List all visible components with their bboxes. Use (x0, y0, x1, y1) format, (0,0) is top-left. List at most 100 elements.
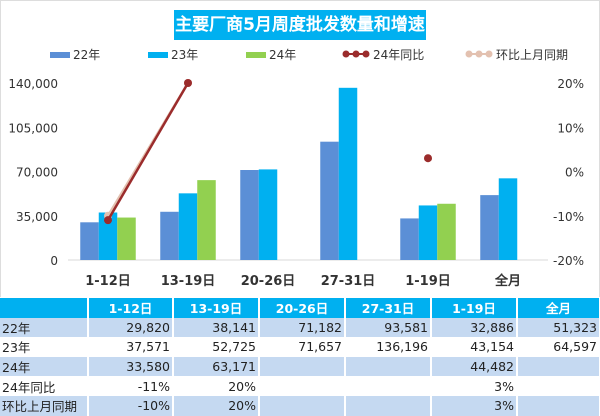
table-cell: 71,182 (259, 317, 346, 338)
column-header: 20-26日 (259, 298, 346, 318)
left-tick-label: 35,000 (16, 210, 58, 224)
legend-label: 环比上月同期 (496, 48, 569, 62)
line-24年同比 (106, 82, 190, 221)
legend-item: 24年 (246, 46, 296, 63)
bar-24年 (117, 217, 136, 260)
column-header: 27-31日 (345, 298, 432, 318)
table-cell (517, 376, 600, 396)
row-label: 22年 (0, 317, 89, 338)
column-header: 13-19日 (173, 298, 260, 318)
table-cell: 3% (431, 395, 518, 416)
table-cell (345, 376, 432, 396)
table-cell: 93,581 (345, 317, 432, 338)
column-header: 1-12日 (88, 298, 174, 318)
data-table: 1-12日 13-19日 20-26日 27-31日 1-19日 全月 22年 29,820 3… (0, 298, 600, 416)
column-header (0, 298, 89, 318)
legend-item: 22年 (50, 46, 100, 63)
table-cell: 29,820 (88, 317, 174, 338)
table-cell: 44,482 (431, 356, 518, 377)
table-cell: 52,725 (173, 337, 260, 357)
bar-23年 (338, 87, 358, 260)
table-row: 24年同比 -11% 20% 3% (0, 376, 600, 396)
legend-item: 环比上月同期 (465, 46, 568, 63)
left-tick-label: 70,000 (16, 166, 58, 180)
point-24年同比 (104, 216, 112, 225)
table-row: 23年 37,571 52,725 71,657 136,196 43,154 64,597 (0, 337, 600, 357)
table-cell: 37,571 (88, 337, 174, 357)
line-marker-icon (465, 48, 493, 62)
bar-22年 (400, 218, 419, 260)
right-tick-label: 20% (557, 77, 584, 91)
point-24年同比 (424, 154, 432, 163)
table-cell: 33,580 (88, 356, 174, 377)
bar-22年 (480, 195, 499, 260)
legend-label: 22年 (73, 48, 101, 62)
row-label: 24年同比 (0, 376, 89, 396)
table-cell: -10% (88, 395, 174, 416)
table-cell: 51,323 (517, 317, 600, 338)
left-tick-label: 140,000 (8, 77, 58, 91)
line-marker-icon (342, 48, 370, 62)
table-cell (517, 395, 600, 416)
category-label: 20-26日 (241, 274, 296, 289)
legend-item: 23年 (148, 46, 198, 63)
table-cell (259, 376, 346, 396)
legend-label: 24年同比 (373, 48, 425, 62)
right-tick-label: -10% (553, 210, 584, 224)
table-cell: 20% (173, 376, 260, 396)
chart-title: 主要厂商5月周度批发数量和增速 (174, 10, 426, 40)
bar-swatch-icon (50, 51, 70, 58)
table-cell: 63,171 (173, 356, 260, 377)
table-cell: 38,141 (173, 317, 260, 338)
table-cell (259, 356, 346, 377)
table-header-row: 1-12日 13-19日 20-26日 27-31日 1-19日 全月 (0, 298, 600, 318)
category-label: 1-19日 (405, 274, 451, 289)
bar-swatch-icon (246, 51, 266, 58)
table-cell: 136,196 (345, 337, 432, 357)
left-tick-label: 105,000 (8, 121, 58, 135)
column-header: 全月 (517, 298, 600, 318)
table-row: 24年 33,580 63,171 44,482 (0, 356, 600, 377)
table-cell: 71,657 (259, 337, 346, 357)
table-cell (259, 395, 346, 416)
right-tick-label: -20% (553, 254, 584, 268)
category-label: 1-12日 (85, 274, 131, 289)
table-row: 环比上月同期 -10% 20% 3% (0, 395, 600, 416)
table-cell: -11% (88, 376, 174, 396)
bar-23年 (498, 178, 518, 260)
table-cell: 3% (431, 376, 518, 396)
category-label: 全月 (494, 273, 521, 289)
table-row: 22年 29,820 38,141 71,182 93,581 32,886 51,323 (0, 317, 600, 338)
table-cell: 32,886 (431, 317, 518, 338)
bar-23年 (418, 205, 438, 260)
table-cell: 43,154 (431, 337, 518, 357)
bar-swatch-icon (148, 51, 168, 58)
legend-label: 23年 (171, 48, 199, 62)
bar-24年 (197, 180, 216, 260)
table-cell (345, 356, 432, 377)
category-label: 13-19日 (161, 274, 216, 289)
row-label: 24年 (0, 356, 89, 377)
table-cell (517, 356, 600, 377)
point-24年同比 (184, 79, 192, 87)
bar-22年 (240, 170, 259, 260)
bar-22年 (320, 141, 339, 260)
row-label: 环比上月同期 (0, 395, 89, 416)
table-cell: 64,597 (517, 337, 600, 357)
table-cell: 20% (173, 395, 260, 416)
legend: 22年 23年 24年 24年同比 环比上月同期 (0, 44, 600, 64)
table-cell (345, 395, 432, 416)
right-tick-label: 0% (565, 166, 584, 180)
row-label: 23年 (0, 337, 89, 357)
chart-plot: 0 35,000 70,000 105,000 140,000 -20% -10% 0% 10%… (8, 77, 584, 289)
legend-item: 24年同比 (342, 46, 424, 63)
bar-23年 (258, 169, 278, 260)
legend-label: 24年 (269, 48, 297, 62)
left-tick-label: 0 (50, 254, 58, 268)
bar-22年 (160, 211, 179, 260)
bar-23年 (178, 193, 198, 260)
column-header: 1-19日 (431, 298, 518, 318)
right-tick-label: 10% (557, 121, 584, 135)
category-label: 27-31日 (321, 274, 376, 289)
bar-24年 (437, 203, 456, 260)
